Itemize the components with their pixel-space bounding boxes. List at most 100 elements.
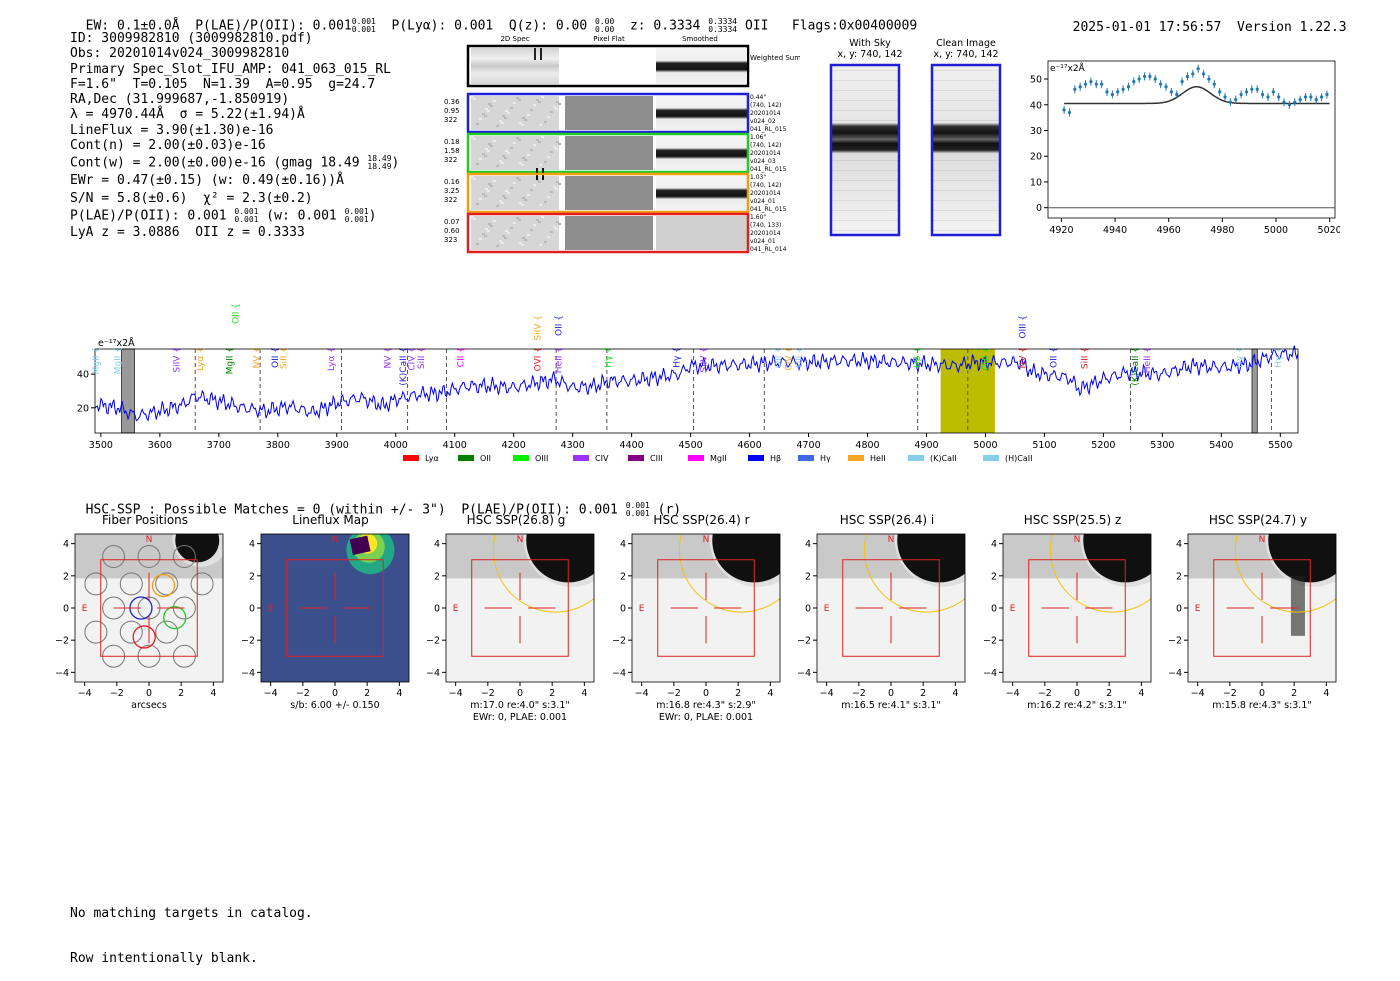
legend-label: Hβ bbox=[770, 454, 781, 463]
panel-y-tick-label: −2 bbox=[1168, 636, 1182, 647]
zoom-data-point bbox=[1218, 90, 1222, 94]
panel-y-tick-label: 2 bbox=[434, 571, 440, 582]
info-sn: S/N = 5.8(±0.6) χ² = 2.3(±0.2) bbox=[70, 190, 313, 206]
col-2d-spec: 2D Spec bbox=[500, 35, 529, 43]
zoom-data-point bbox=[1255, 87, 1259, 91]
panel-y-tick-label: 4 bbox=[1176, 539, 1182, 550]
image-panel-image bbox=[817, 534, 965, 682]
panel-x-tick-label: −4 bbox=[1191, 688, 1205, 699]
fiber-circle bbox=[137, 545, 161, 569]
legend-item: OIII bbox=[513, 454, 548, 463]
spectral-line-label: HeII { bbox=[1143, 347, 1153, 373]
crosshair bbox=[670, 572, 741, 644]
info-obs: Obs: 20201014v024_3009982810 bbox=[70, 46, 290, 62]
image-panel-image bbox=[631, 534, 780, 682]
col-smoothed: Smoothed bbox=[682, 35, 718, 43]
spectrum-cutouts: 2D Spec Pixel Flat Smoothed Weighted Sum… bbox=[444, 35, 800, 254]
panel-x-tick-label: 2 bbox=[1291, 688, 1297, 699]
legend-item: CIII bbox=[628, 454, 663, 463]
zoom-data-point bbox=[1132, 79, 1136, 84]
spectrum-x-tick-label: 4400 bbox=[620, 440, 644, 451]
panel-y-tick-label: 4 bbox=[248, 539, 254, 550]
spectral-line-label: SiIV { bbox=[533, 315, 543, 341]
panel-x-tick-label: 0 bbox=[517, 688, 523, 699]
legend-swatch bbox=[628, 455, 644, 461]
zoom-data-point bbox=[1234, 98, 1238, 102]
spectral-line-label: OII { bbox=[795, 347, 805, 368]
spectrum-x-tick-label: 3500 bbox=[89, 440, 113, 451]
east-label: E bbox=[82, 604, 88, 614]
cutout-pixel-flat bbox=[565, 136, 653, 170]
panel-x-tick-label: 4 bbox=[952, 688, 958, 699]
spectrum-x-tick-label: 4100 bbox=[443, 440, 467, 451]
legend-swatch bbox=[983, 455, 999, 461]
cutout-row-value: 0.95 bbox=[444, 107, 460, 115]
zoom-data-point bbox=[1325, 92, 1329, 97]
spectral-line-label: CIV { bbox=[408, 347, 418, 371]
zoom-data-point bbox=[1282, 100, 1286, 104]
spectrum-x-tick-label: 5300 bbox=[1150, 440, 1174, 451]
panel-x-tick-label: 0 bbox=[146, 688, 152, 699]
zoom-data-point bbox=[1169, 90, 1173, 94]
spectral-line-label: MgII { bbox=[92, 347, 102, 374]
cutout-smoothed bbox=[656, 136, 747, 170]
image-panel-image bbox=[1002, 534, 1151, 682]
sky-images bbox=[829, 63, 1002, 237]
zoom-data-point bbox=[1250, 87, 1254, 91]
emission-line-fit-chart: 4920 4940 4960 4980 5000 5020 0 10 20 30 40 50 e⁻¹⁷x… bbox=[1030, 60, 1340, 235]
zoom-data-point bbox=[1228, 100, 1232, 104]
zoom-data-point bbox=[1126, 85, 1131, 89]
spectral-line-label: Lyα { bbox=[196, 347, 206, 371]
panel-x-tick-label: 2 bbox=[1106, 688, 1112, 699]
panel-x-tick-label: 2 bbox=[735, 688, 741, 699]
cutout-row-value: 0.16 bbox=[444, 178, 460, 186]
crosshair bbox=[113, 572, 185, 644]
panel-x-tick-label: −2 bbox=[481, 688, 495, 699]
zoom-x-tick-label: 5000 bbox=[1264, 225, 1288, 235]
full-spectrum-chart: e⁻¹⁷x2Å 3500 3600 3700 3800 3900 4000 4100 4200 4… bbox=[77, 303, 1299, 463]
footer-line-1: No matching targets in catalog. bbox=[70, 906, 313, 921]
east-label: E bbox=[824, 604, 830, 614]
spectral-line-label: SiIV { bbox=[172, 347, 182, 373]
north-label: N bbox=[517, 535, 524, 545]
zoom-data-point bbox=[1105, 90, 1109, 94]
fiber-circle bbox=[119, 572, 143, 596]
info-id: ID: 3009982810 (3009982810.pdf) bbox=[70, 31, 313, 46]
panel-x-tick-label: −4 bbox=[1005, 688, 1019, 699]
image-panel-image bbox=[75, 534, 223, 682]
panel-y-tick-label: −4 bbox=[612, 668, 626, 679]
header-version: Version 1.22.3 bbox=[1237, 20, 1347, 35]
cutout-pixel-flat bbox=[565, 216, 653, 250]
fiber-circle bbox=[119, 620, 143, 644]
legend-swatch bbox=[798, 455, 814, 461]
legend-item: CIV bbox=[573, 454, 609, 463]
panel-x-tick-label: −4 bbox=[820, 688, 834, 699]
image-panel-image bbox=[260, 534, 409, 682]
legend-item: Hβ bbox=[748, 454, 781, 463]
search-box bbox=[842, 559, 940, 657]
panel-y-tick-label: −2 bbox=[612, 636, 626, 647]
image-panel-caption: s/b: 6.00 +/- 0.150 bbox=[290, 700, 379, 711]
zoom-data-point bbox=[1121, 87, 1125, 91]
info-ewr: EWr = 0.47(±0.15) (w: 0.49(±0.16))Å bbox=[70, 173, 344, 189]
fiber-circle bbox=[155, 620, 179, 644]
panel-x-tick-label: 4 bbox=[767, 688, 773, 699]
zoom-x-tick-label: 4980 bbox=[1210, 225, 1234, 235]
image-panel-caption: arcsecs bbox=[131, 700, 167, 711]
spectral-line-label: SiII { bbox=[417, 347, 427, 369]
image-panel-caption: m:16.2 re:4.2" s:3.1" bbox=[1027, 700, 1127, 711]
zoom-data-point bbox=[1116, 90, 1120, 94]
zoom-x-tick-label: 4920 bbox=[1049, 225, 1073, 235]
spectrum-frame bbox=[94, 348, 1299, 434]
cutout-row-info: 20201014 bbox=[750, 110, 781, 117]
image-panel-caption: m:16.5 re:4.1" s:3.1" bbox=[841, 700, 941, 711]
aperture-circle bbox=[863, 534, 965, 613]
spectrum-y-tick-label: 40 bbox=[77, 370, 89, 381]
cutout-row-frame bbox=[466, 132, 750, 174]
spectral-line-label: OII { bbox=[271, 347, 281, 368]
north-label: N bbox=[331, 535, 338, 545]
zoom-data-point bbox=[1298, 98, 1302, 102]
spectral-line-label: CIV { bbox=[784, 347, 794, 371]
